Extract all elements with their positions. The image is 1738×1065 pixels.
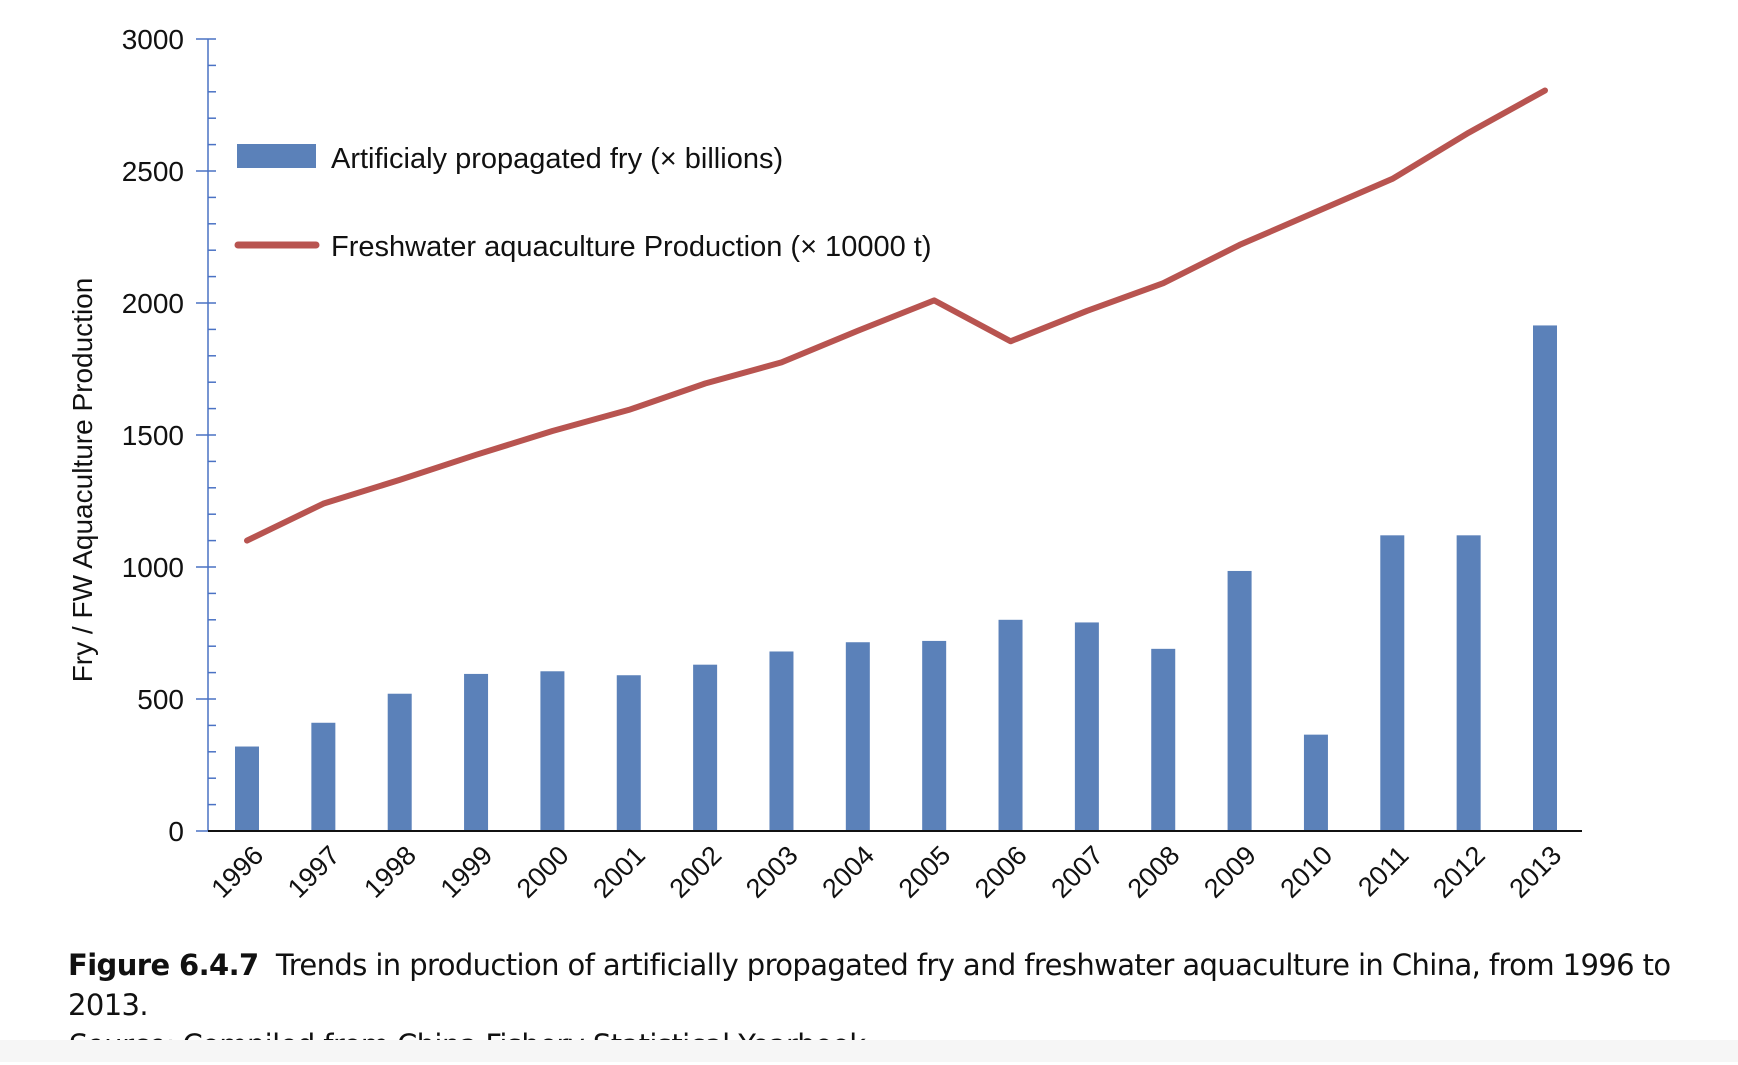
bar-2013 (1533, 325, 1557, 831)
y-tick-label: 0 (168, 816, 184, 847)
y-tick-label: 500 (137, 684, 184, 715)
bar-2002 (693, 665, 717, 831)
y-axis-label: Fry / FW Aquaculture Production (67, 278, 98, 683)
y-tick-label: 2500 (122, 156, 184, 187)
x-tick-label: 2004 (816, 840, 880, 904)
page-footer (0, 1040, 1738, 1062)
bar-1997 (311, 723, 335, 831)
legend-bar-label: Artificialy propagated fry (× billions) (331, 143, 783, 175)
x-tick-label: 2001 (587, 840, 651, 904)
bar-2005 (922, 641, 946, 831)
x-tick-label: 2013 (1504, 840, 1568, 904)
y-tick-label: 1500 (122, 420, 184, 451)
legend-line-label: Freshwater aquaculture Production (× 100… (331, 231, 931, 263)
bar-2006 (999, 620, 1023, 831)
caption-label: Figure 6.4.7 (68, 948, 259, 982)
y-tick-label: 1000 (122, 552, 184, 583)
x-tick-label: 2000 (511, 840, 575, 904)
bar-1998 (388, 694, 412, 831)
x-tick-label: 2008 (1122, 840, 1186, 904)
bar-2003 (769, 651, 793, 831)
x-tick-label: 2007 (1045, 840, 1109, 904)
x-tick-label: 2002 (664, 840, 728, 904)
bar-2004 (846, 642, 870, 831)
x-tick-label: 2006 (969, 840, 1033, 904)
legend-bar-swatch (237, 144, 316, 168)
x-tick-label: 1996 (206, 840, 270, 904)
x-tick-label: 2011 (1352, 840, 1414, 902)
x-tick-label: 1998 (358, 840, 422, 904)
x-tick-label: 2005 (893, 840, 957, 904)
x-tick-label: 2012 (1427, 840, 1491, 904)
bar-2009 (1228, 571, 1252, 831)
caption-text: Trends in production of artificially pro… (68, 948, 1671, 1022)
bar-2012 (1457, 535, 1481, 831)
bar-2008 (1151, 649, 1175, 831)
bar-1999 (464, 674, 488, 831)
x-tick-label: 1999 (435, 840, 499, 904)
bar-2001 (617, 675, 641, 831)
x-tick-label: 1997 (282, 840, 346, 904)
bar-2000 (540, 671, 564, 831)
chart: 0 500 1000 1500 2000 2500 3000 Fry / FW Aquacul… (0, 0, 1738, 1040)
x-tick-label: 2009 (1198, 840, 1262, 904)
y-tick-label: 3000 (122, 24, 184, 55)
bar-2011 (1380, 535, 1404, 831)
y-tick-label: 2000 (122, 288, 184, 319)
x-tick-label: 2010 (1274, 840, 1338, 904)
bar-2007 (1075, 622, 1099, 831)
x-tick-label: 2003 (740, 840, 804, 904)
bar-2010 (1304, 735, 1328, 831)
bar-1996 (235, 747, 259, 831)
